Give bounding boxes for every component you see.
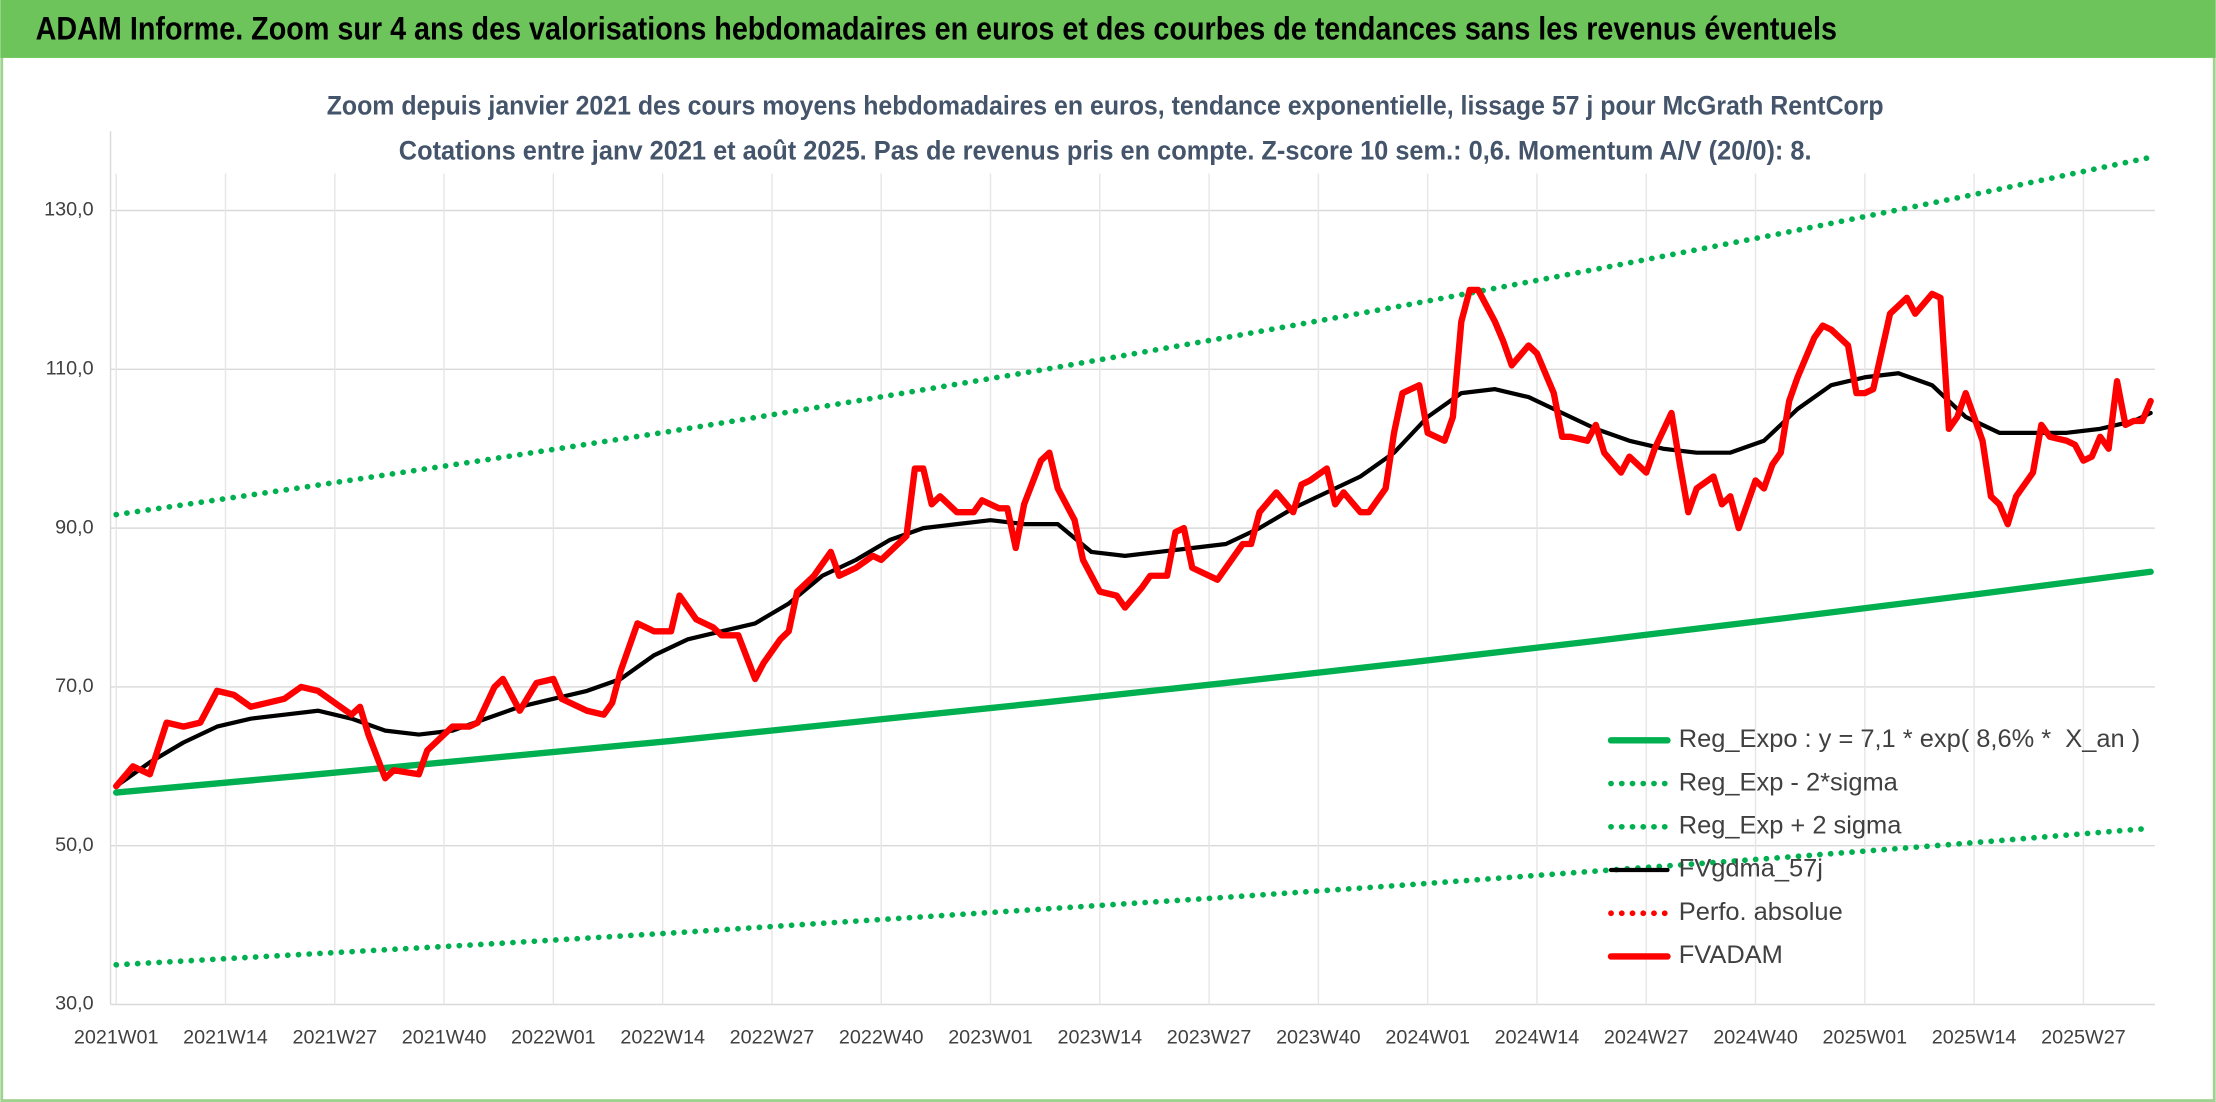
x-tick-label: 2021W01 bbox=[74, 1027, 159, 1049]
legend-label: Reg_Expo : y = 7,1 * exp( 8,6% * X_an ) bbox=[1679, 725, 2140, 753]
x-tick-label: 2022W01 bbox=[511, 1027, 596, 1049]
chart-title: Zoom depuis janvier 2021 des cours moyen… bbox=[327, 90, 1884, 120]
series-line bbox=[113, 154, 2154, 518]
chart-subtitle: Cotations entre janv 2021 et août 2025. … bbox=[399, 136, 1812, 166]
y-tick-label: 50,0 bbox=[55, 834, 93, 856]
header-bar bbox=[0, 0, 2216, 58]
x-tick-label: 2022W27 bbox=[730, 1027, 815, 1049]
series-line bbox=[113, 286, 2154, 790]
x-tick-label: 2024W14 bbox=[1495, 1027, 1580, 1049]
x-tick-label: 2022W40 bbox=[839, 1027, 924, 1049]
legend-label: FVADAM bbox=[1679, 941, 1783, 969]
x-tick-label: 2023W27 bbox=[1167, 1027, 1252, 1049]
grid: 30,0 50,0 70,0 90,0 110,0 130,0 2021W01 2021W14… bbox=[44, 131, 2155, 1049]
y-tick-label: 110,0 bbox=[46, 358, 94, 380]
x-tick-label: 2022W14 bbox=[620, 1027, 705, 1049]
x-tick-label: 2023W40 bbox=[1276, 1027, 1361, 1049]
y-tick-label: 70,0 bbox=[55, 675, 93, 697]
x-tick-label: 2025W01 bbox=[1823, 1027, 1908, 1049]
x-tick-label: 2023W14 bbox=[1057, 1027, 1142, 1049]
x-tick-label: 2021W40 bbox=[402, 1027, 487, 1049]
series-line bbox=[113, 568, 2154, 796]
x-tick-label: 2025W14 bbox=[1932, 1027, 2017, 1049]
legend-label: Perfo. absolue bbox=[1679, 898, 1843, 926]
x-tick-label: 2025W27 bbox=[2041, 1027, 2126, 1049]
plot bbox=[113, 154, 2154, 968]
x-tick-label: 2021W14 bbox=[183, 1027, 268, 1049]
x-tick-label: 2023W01 bbox=[948, 1027, 1033, 1049]
legend-label: FVgdma_57j bbox=[1679, 855, 1823, 883]
legend-label: Reg_Exp - 2*sigma bbox=[1679, 768, 1899, 796]
series-line bbox=[113, 825, 2154, 968]
y-tick-label: 90,0 bbox=[55, 516, 93, 538]
x-tick-label: 2021W27 bbox=[292, 1027, 377, 1049]
header-title: ADAM Informe. Zoom sur 4 ans des valoris… bbox=[36, 11, 1837, 47]
x-tick-label: 2024W27 bbox=[1604, 1027, 1689, 1049]
x-tick-label: 2024W01 bbox=[1385, 1027, 1470, 1049]
y-tick-label: 130,0 bbox=[44, 199, 93, 221]
legend-label: Reg_Exp + 2 sigma bbox=[1679, 812, 1902, 840]
y-tick-label: 30,0 bbox=[55, 993, 93, 1015]
x-tick-label: 2024W40 bbox=[1713, 1027, 1798, 1049]
legend: Reg_Expo : y = 7,1 * exp( 8,6% * X_an ) R… bbox=[1607, 725, 2140, 969]
